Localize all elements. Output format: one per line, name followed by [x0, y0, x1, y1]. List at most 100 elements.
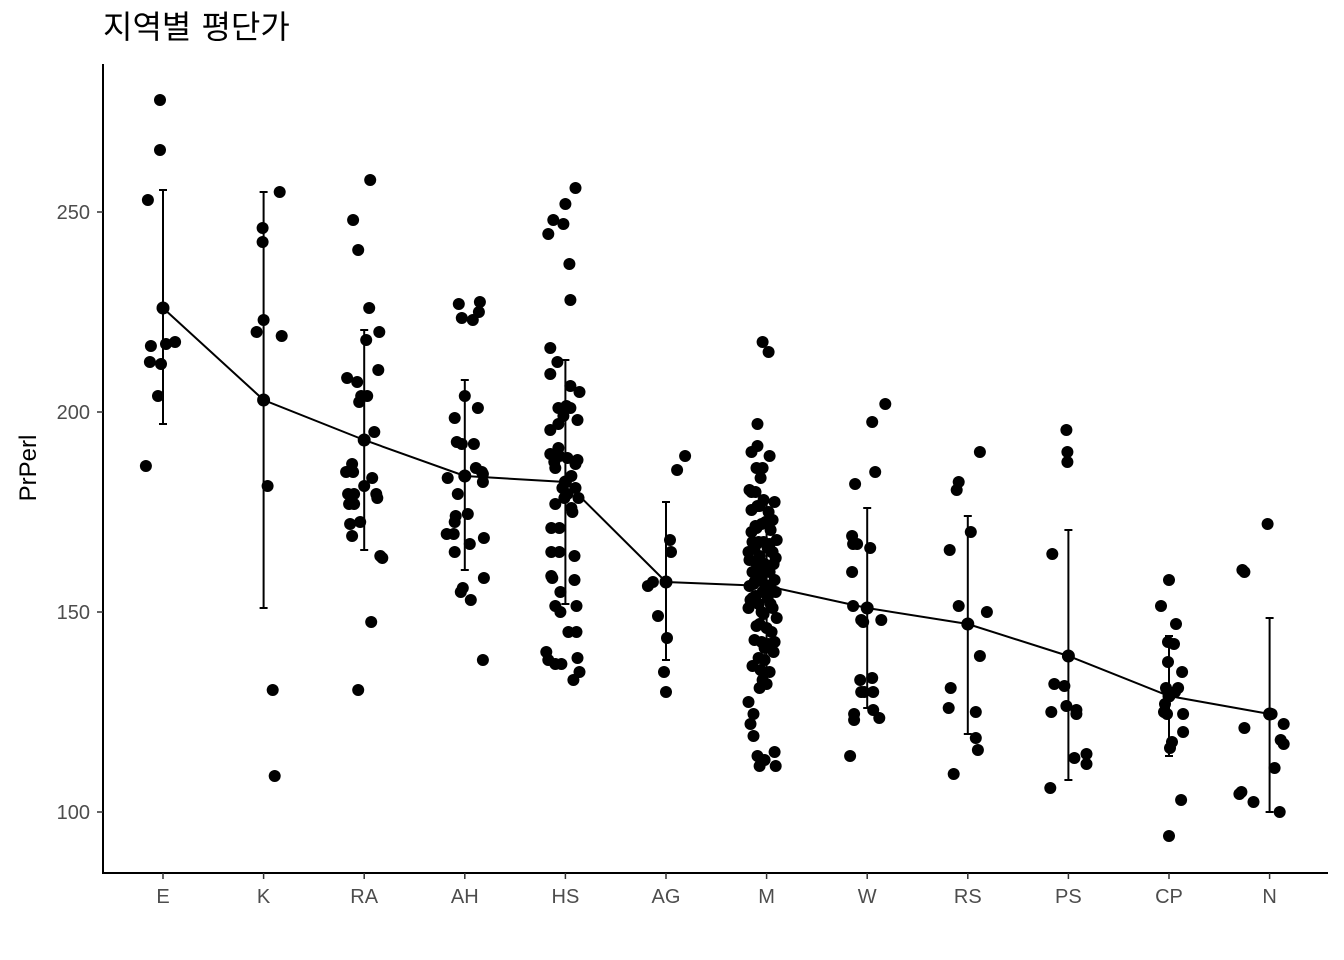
data-point-ps	[1044, 782, 1057, 794]
mean-point-ag	[659, 575, 673, 589]
data-point-hs	[554, 586, 567, 598]
data-point-m	[758, 654, 771, 666]
data-point-w	[873, 712, 886, 724]
data-point-ps	[1048, 678, 1061, 690]
data-point-cp	[1175, 794, 1188, 806]
data-point-ra	[360, 334, 373, 346]
data-point-w	[854, 674, 867, 686]
data-point-ag	[660, 686, 672, 698]
data-point-w	[864, 542, 877, 554]
mean-line	[162, 307, 1270, 715]
data-point-w	[851, 538, 864, 550]
x-tick-label: RA	[350, 886, 378, 908]
data-point-m	[769, 760, 782, 772]
data-point-ps	[1070, 708, 1083, 720]
data-point-m	[768, 636, 781, 648]
data-point-m	[756, 462, 769, 474]
data-point-rs	[969, 706, 982, 718]
data-point-w	[879, 398, 892, 410]
data-point-m	[742, 696, 755, 708]
data-point-m	[765, 626, 778, 638]
data-point-n	[1238, 722, 1251, 734]
data-point-m	[747, 578, 760, 590]
data-point-e	[154, 94, 166, 106]
data-point-ah	[451, 488, 464, 500]
data-point-hs	[563, 258, 576, 270]
x-tick-label: M	[758, 886, 775, 908]
data-point-n	[1268, 762, 1281, 774]
data-point-ra	[348, 488, 361, 500]
data-point-hs	[554, 606, 567, 618]
data-point-w	[847, 600, 860, 612]
data-point-ah	[456, 582, 469, 594]
data-point-ra	[364, 174, 377, 186]
data-point-ra	[347, 466, 360, 478]
data-point-e	[155, 358, 167, 370]
data-point-m	[768, 496, 781, 508]
data-point-m	[767, 646, 780, 658]
data-point-hs	[557, 218, 570, 230]
data-point-n	[1277, 718, 1290, 730]
data-point-ra	[366, 472, 379, 484]
data-point-hs	[566, 506, 579, 518]
data-point-w	[866, 416, 879, 428]
data-point-hs	[570, 626, 583, 638]
data-point-rs	[964, 526, 977, 538]
data-point-hs	[553, 546, 566, 558]
data-point-hs	[564, 402, 577, 414]
data-point-ah	[455, 438, 468, 450]
data-point-m	[751, 440, 764, 452]
data-point-e	[144, 340, 157, 352]
data-point-e	[154, 144, 166, 156]
data-point-ah	[472, 306, 485, 318]
data-point-ra	[352, 684, 365, 696]
data-point-ah	[473, 296, 486, 308]
data-point-ag	[646, 576, 659, 588]
data-point-hs	[544, 342, 557, 354]
x-tick-label: CP	[1155, 886, 1183, 908]
data-point-rs	[943, 544, 956, 556]
data-point-rs	[973, 446, 986, 458]
data-point-hs	[570, 600, 583, 612]
mean-point-m	[760, 579, 774, 593]
data-point-hs	[544, 368, 557, 380]
data-point-ah	[452, 298, 465, 310]
mean-point-w	[860, 601, 874, 615]
data-point-ra	[363, 302, 376, 314]
data-point-hs	[573, 386, 586, 398]
data-point-rs	[944, 682, 957, 694]
data-point-ag	[671, 464, 684, 476]
x-tick-label: PS	[1055, 886, 1082, 908]
x-tick-label: HS	[552, 886, 580, 908]
data-point-ah	[449, 510, 462, 522]
data-point-ra	[376, 552, 389, 564]
data-point-ra	[344, 518, 357, 530]
data-point-ps	[1080, 748, 1093, 760]
data-point-hs	[542, 228, 555, 240]
data-point-ah	[476, 654, 489, 666]
data-point-hs	[546, 572, 559, 584]
data-point-m	[747, 708, 760, 720]
data-point-w	[869, 466, 882, 478]
x-tick-label: W	[858, 886, 877, 908]
data-point-w	[849, 478, 862, 490]
data-point-rs	[971, 744, 984, 756]
data-point-ra	[347, 214, 360, 226]
data-point-m	[763, 450, 776, 462]
data-point-hs	[547, 214, 560, 226]
data-point-ra	[351, 376, 364, 388]
x-tick-label: AG	[652, 886, 681, 908]
data-point-rs	[942, 702, 955, 714]
data-point-hs	[571, 414, 584, 426]
data-point-hs	[559, 198, 572, 210]
data-point-e	[141, 194, 154, 206]
data-point-hs	[572, 492, 585, 504]
data-point-hs	[555, 658, 568, 670]
x-tick-label: E	[156, 886, 169, 908]
data-point-hs	[564, 294, 577, 306]
data-point-m	[770, 612, 783, 624]
data-point-cp	[1161, 708, 1173, 720]
y-axis-title: PrPerl	[15, 435, 42, 502]
data-point-ah	[455, 312, 468, 324]
data-point-m	[763, 666, 776, 678]
